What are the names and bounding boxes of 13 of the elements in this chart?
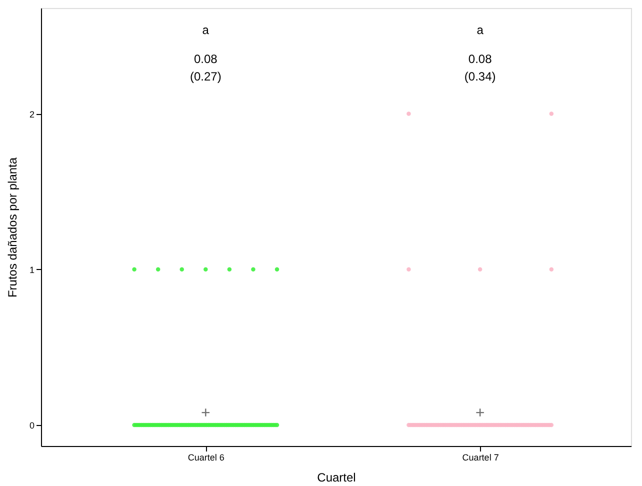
annotation: 0.08 xyxy=(194,52,218,66)
annotation: a xyxy=(476,22,484,37)
y-tick-label: 2 xyxy=(29,109,34,120)
x-tick-label: Cuartel 7 xyxy=(462,452,499,462)
annotation: a xyxy=(202,22,210,37)
y-tick-label: 1 xyxy=(29,264,34,275)
annotation: (0.34) xyxy=(464,69,496,84)
x-tick-label: Cuartel 6 xyxy=(188,452,224,462)
annotation: (0.27) xyxy=(190,69,222,84)
y-tick-label: 0 xyxy=(29,420,34,430)
y-axis-title: Frutos dañados por planta xyxy=(5,157,20,298)
annotation: 0.08 xyxy=(468,52,492,66)
x-axis-title: Cuartel xyxy=(317,470,356,484)
